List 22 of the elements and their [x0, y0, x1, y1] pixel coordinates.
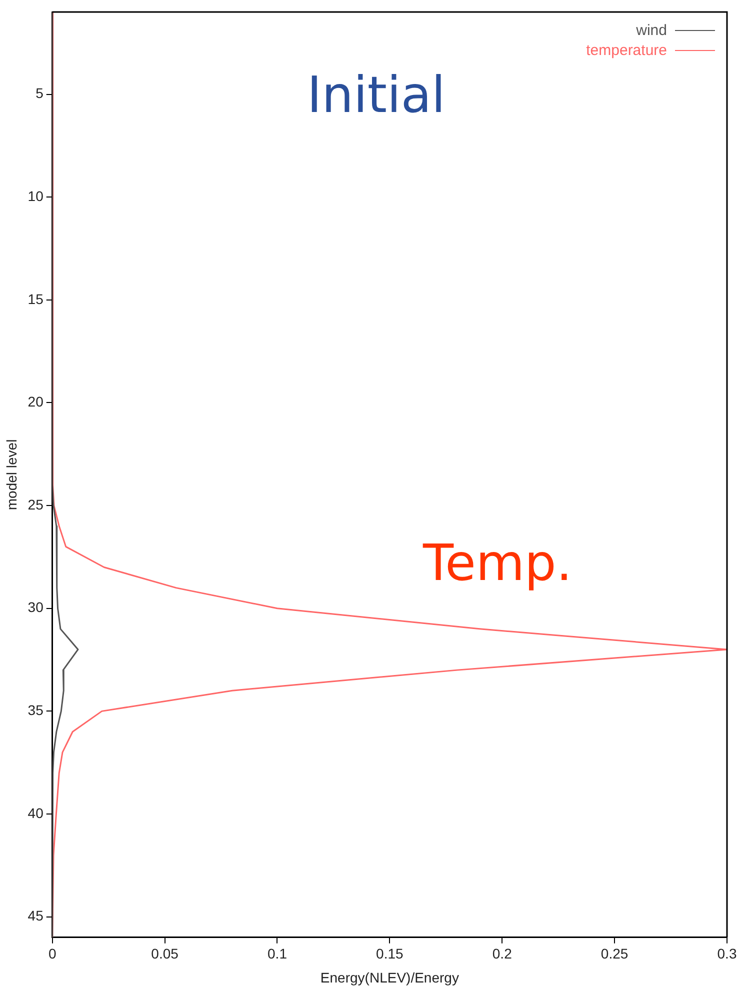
x-tick-label: 0	[48, 946, 56, 962]
y-tick-label: 30	[28, 599, 44, 616]
x-tick-label: 0.1	[268, 946, 288, 962]
annotation: Temp.	[423, 534, 572, 592]
annotation: Initial	[307, 66, 446, 124]
y-tick-label: 25	[28, 496, 44, 512]
y-tick-label: 10	[28, 188, 44, 204]
legend-label: wind	[636, 22, 667, 38]
y-tick-label: 20	[28, 394, 44, 410]
x-tick-label: 0.3	[717, 946, 737, 962]
y-tick-label: 40	[28, 804, 44, 821]
y-tick-label: 45	[28, 908, 44, 924]
x-tick-label: 0.15	[376, 946, 404, 962]
x-tick-label: 0.2	[492, 946, 512, 962]
x-tick-label: 0.05	[151, 946, 179, 962]
x-tick-label: 0.25	[600, 946, 628, 962]
y-axis-title: model level	[3, 439, 20, 510]
legend-label: temperature	[586, 42, 667, 58]
x-axis-title: Energy(NLEV)/Energy	[320, 969, 459, 986]
y-tick-label: 35	[28, 702, 44, 718]
y-tick-label: 15	[28, 290, 44, 307]
y-tick-label: 5	[36, 85, 44, 102]
